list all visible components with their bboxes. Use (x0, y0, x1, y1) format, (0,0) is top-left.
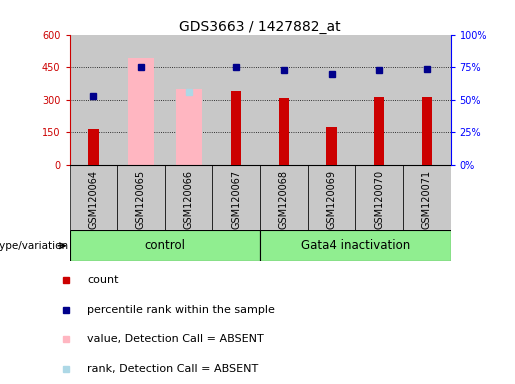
Bar (70, 35, 117, 165)
Text: percentile rank within the sample: percentile rank within the sample (87, 305, 275, 314)
Text: rank, Detection Call = ABSENT: rank, Detection Call = ABSENT (87, 364, 258, 374)
Text: Gata4 inactivation: Gata4 inactivation (301, 239, 410, 252)
Bar (70, 230, 260, 261)
Bar (70, 165, 117, 230)
Bar (260, 35, 308, 165)
Bar (260, 165, 308, 230)
Bar (422, 97, 432, 165)
Text: GSM120071: GSM120071 (422, 170, 432, 230)
Bar (260, 230, 451, 261)
Bar (355, 35, 403, 165)
Text: GSM120067: GSM120067 (231, 170, 241, 230)
Bar (165, 35, 212, 165)
Bar (212, 165, 260, 230)
Text: GSM120064: GSM120064 (89, 170, 98, 229)
Text: count: count (87, 275, 118, 285)
Bar (117, 165, 165, 230)
Text: GSM120066: GSM120066 (184, 170, 194, 229)
Bar (279, 98, 289, 165)
Bar (307, 165, 355, 230)
Bar (403, 165, 451, 230)
Bar (165, 165, 212, 230)
Bar (128, 58, 154, 165)
Bar (117, 35, 165, 165)
Text: GSM120070: GSM120070 (374, 170, 384, 230)
Bar (88, 129, 98, 165)
Bar (307, 35, 355, 165)
Bar (355, 165, 403, 230)
Bar (327, 127, 337, 165)
Bar (403, 35, 451, 165)
Text: GSM120069: GSM120069 (327, 170, 336, 229)
Text: GSM120068: GSM120068 (279, 170, 289, 229)
Text: genotype/variation: genotype/variation (0, 241, 68, 251)
Bar (212, 35, 260, 165)
Title: GDS3663 / 1427882_at: GDS3663 / 1427882_at (179, 20, 341, 33)
Text: value, Detection Call = ABSENT: value, Detection Call = ABSENT (87, 334, 264, 344)
Bar (374, 97, 384, 165)
Bar (176, 89, 202, 165)
Text: control: control (144, 239, 185, 252)
Bar (231, 91, 242, 165)
Text: GSM120065: GSM120065 (136, 170, 146, 230)
